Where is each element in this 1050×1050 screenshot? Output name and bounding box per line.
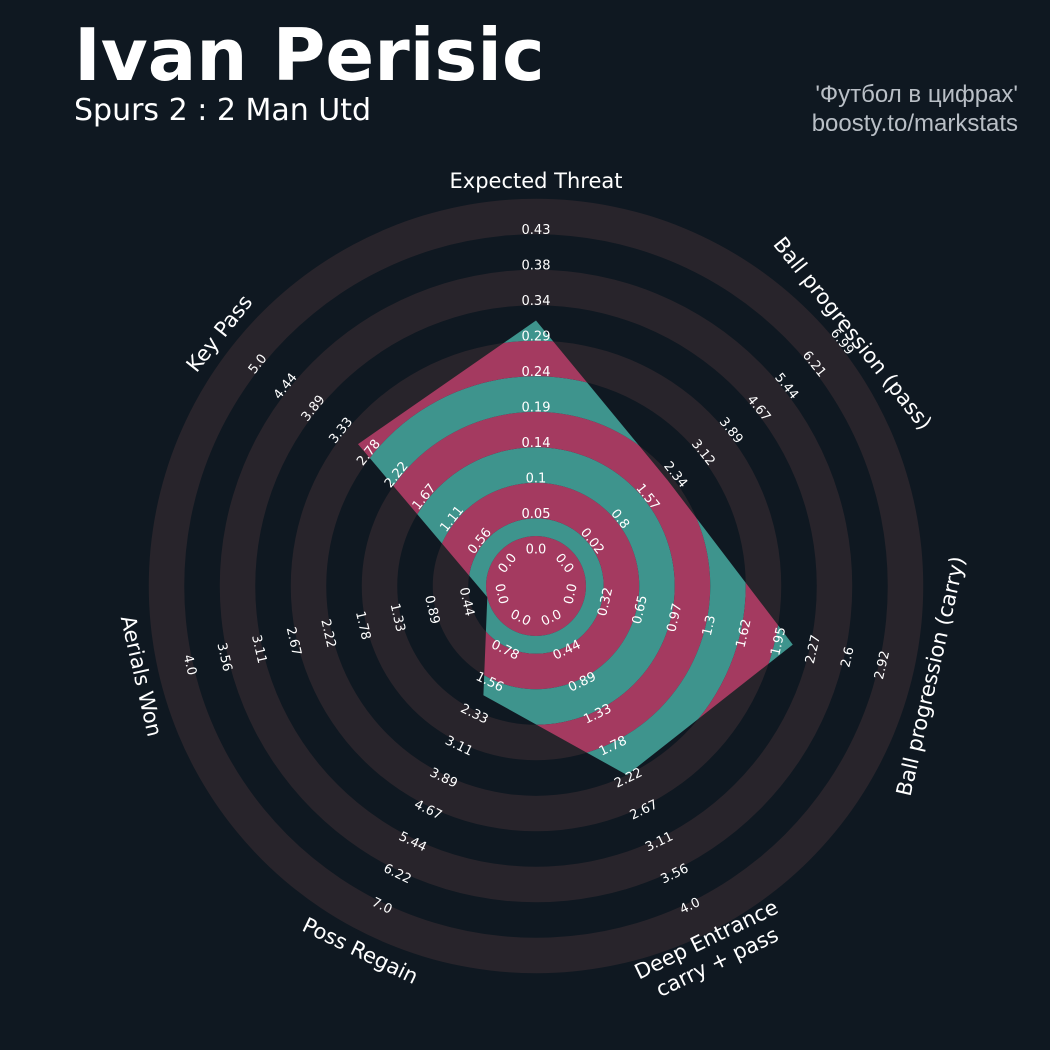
tick-label: 0.0	[561, 582, 580, 606]
tick-label: 0.24	[522, 365, 551, 380]
tick-label: 0.32	[595, 586, 616, 618]
tick-label: 0.19	[522, 401, 551, 416]
credit-line-2: boosty.to/markstats	[811, 110, 1018, 137]
tick-label: 2.6	[838, 645, 857, 669]
tick-label: 2.92	[872, 649, 893, 681]
tick-label: 0.97	[664, 602, 685, 634]
tick-label: 4.0	[180, 653, 199, 677]
player-name-title: Ivan Perisic	[74, 13, 545, 97]
tick-label: 0.0	[491, 582, 510, 606]
tick-label: 3.11	[248, 634, 269, 666]
tick-label: 0.05	[522, 507, 551, 522]
tick-label: 0.38	[522, 259, 551, 274]
tick-label: 0.34	[522, 294, 551, 309]
match-subtitle: Spurs 2 : 2 Man Utd	[74, 93, 372, 128]
tick-label: 1.78	[352, 610, 373, 642]
tick-label: 3.56	[213, 641, 234, 673]
tick-label: 0.65	[630, 594, 651, 626]
tick-label: 1.3	[700, 614, 719, 638]
tick-label: 0.0	[526, 543, 547, 558]
tick-label: 0.89	[421, 594, 442, 626]
tick-label: 1.33	[387, 602, 408, 634]
tick-label: 2.67	[283, 626, 304, 658]
credit-line-1: 'Футбол в цифрах'	[815, 81, 1018, 108]
param-label: Expected Threat	[450, 169, 623, 193]
tick-label: 1.62	[734, 618, 755, 650]
tick-label: 2.27	[803, 634, 824, 666]
tick-label: 0.44	[456, 586, 477, 618]
tick-label: 0.14	[522, 436, 551, 451]
tick-label: 0.43	[522, 223, 551, 238]
tick-label: 1.95	[768, 626, 789, 658]
tick-label: 0.29	[522, 330, 551, 345]
credit-text: 'Футбол в цифрах' boosty.to/markstats	[812, 80, 1018, 138]
tick-label: 2.22	[317, 618, 338, 650]
tick-label: 0.1	[526, 472, 547, 487]
value-area-band	[486, 536, 586, 636]
